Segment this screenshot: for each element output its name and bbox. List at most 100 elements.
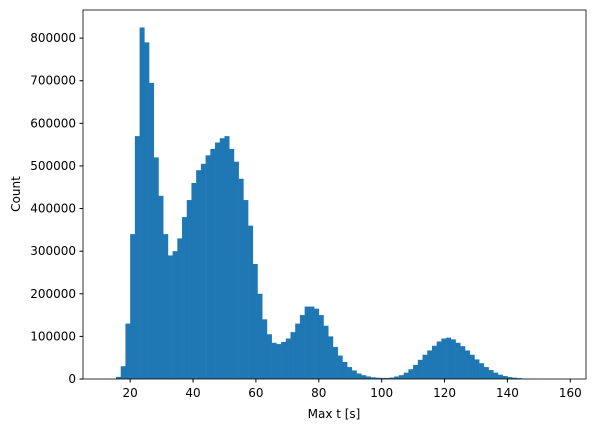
bar: [488, 370, 494, 379]
bar: [125, 323, 131, 379]
y-tick-label: 600000: [30, 116, 76, 130]
bar: [200, 163, 206, 379]
bar: [262, 319, 268, 379]
bar: [120, 366, 126, 379]
y-tick-label: 0: [68, 372, 76, 386]
bar: [365, 376, 371, 379]
bar: [497, 374, 503, 379]
bar: [436, 341, 442, 379]
bar: [455, 342, 461, 379]
bar: [266, 334, 272, 379]
bar: [460, 346, 466, 379]
bar: [271, 342, 277, 379]
bar: [507, 377, 513, 379]
bar: [248, 225, 254, 379]
x-tick-label: 80: [311, 386, 326, 400]
bar: [290, 332, 296, 379]
x-tick-label: 140: [496, 386, 519, 400]
bar: [347, 367, 353, 379]
bar: [281, 341, 287, 379]
bar: [205, 155, 211, 379]
bar: [314, 308, 320, 379]
bar: [153, 157, 159, 379]
bar: [186, 200, 192, 379]
bar: [182, 217, 188, 379]
bar: [144, 42, 150, 380]
bar: [323, 325, 329, 379]
bar: [285, 338, 291, 379]
bar: [233, 161, 239, 379]
bar: [139, 27, 145, 380]
bar: [238, 178, 244, 379]
bar: [243, 200, 249, 379]
x-axis-label: Max t [s]: [308, 407, 361, 421]
bar: [309, 306, 315, 379]
bar: [474, 359, 480, 379]
bar: [219, 138, 225, 379]
bar: [493, 372, 499, 379]
bar: [163, 234, 169, 379]
bar: [356, 373, 362, 379]
bar: [422, 354, 428, 379]
bar: [252, 263, 258, 379]
bar: [328, 336, 334, 379]
bar: [304, 306, 310, 379]
bar: [351, 370, 357, 379]
y-tick-label: 300000: [30, 244, 76, 258]
bar: [149, 82, 155, 380]
bar: [441, 338, 447, 379]
bar: [295, 323, 301, 379]
bar: [483, 367, 489, 379]
bar: [342, 361, 348, 379]
bar: [413, 364, 419, 379]
bar: [464, 350, 470, 379]
bar: [177, 238, 183, 379]
bar: [167, 255, 173, 379]
bar: [516, 378, 522, 379]
x-tick-label: 60: [248, 386, 263, 400]
bar: [450, 339, 456, 379]
bar: [361, 375, 367, 379]
bar: [337, 355, 343, 379]
bar: [394, 376, 400, 379]
bar: [479, 363, 485, 379]
bar: [191, 182, 197, 379]
bar: [318, 315, 324, 379]
y-tick-label: 700000: [30, 74, 76, 88]
x-tick-label: 20: [123, 386, 138, 400]
x-tick-label: 100: [370, 386, 393, 400]
bar: [210, 148, 216, 379]
bar: [158, 195, 164, 379]
y-tick-label: 400000: [30, 202, 76, 216]
bar: [229, 148, 235, 379]
bar: [398, 375, 404, 379]
bar: [403, 372, 409, 379]
x-tick-label: 120: [433, 386, 456, 400]
bar: [332, 347, 338, 379]
bar: [502, 376, 508, 379]
x-tick-label: 40: [185, 386, 200, 400]
bar: [276, 344, 282, 379]
bar: [384, 377, 390, 379]
bar: [299, 315, 305, 379]
bar: [431, 345, 437, 379]
bar: [130, 234, 136, 379]
bar: [375, 377, 381, 379]
bar: [196, 170, 202, 379]
x-tick-label: 160: [559, 386, 582, 400]
bar: [408, 369, 414, 379]
y-tick-label: 800000: [30, 31, 76, 45]
bar: [380, 377, 386, 379]
bar: [389, 377, 395, 379]
bar: [417, 359, 423, 379]
bar: [116, 376, 122, 379]
bar: [427, 350, 433, 379]
bar: [370, 377, 376, 379]
axes-frame: [82, 9, 587, 380]
bar: [134, 136, 140, 379]
y-tick-label: 200000: [30, 287, 76, 301]
bar: [172, 251, 178, 379]
bar: [469, 354, 475, 379]
